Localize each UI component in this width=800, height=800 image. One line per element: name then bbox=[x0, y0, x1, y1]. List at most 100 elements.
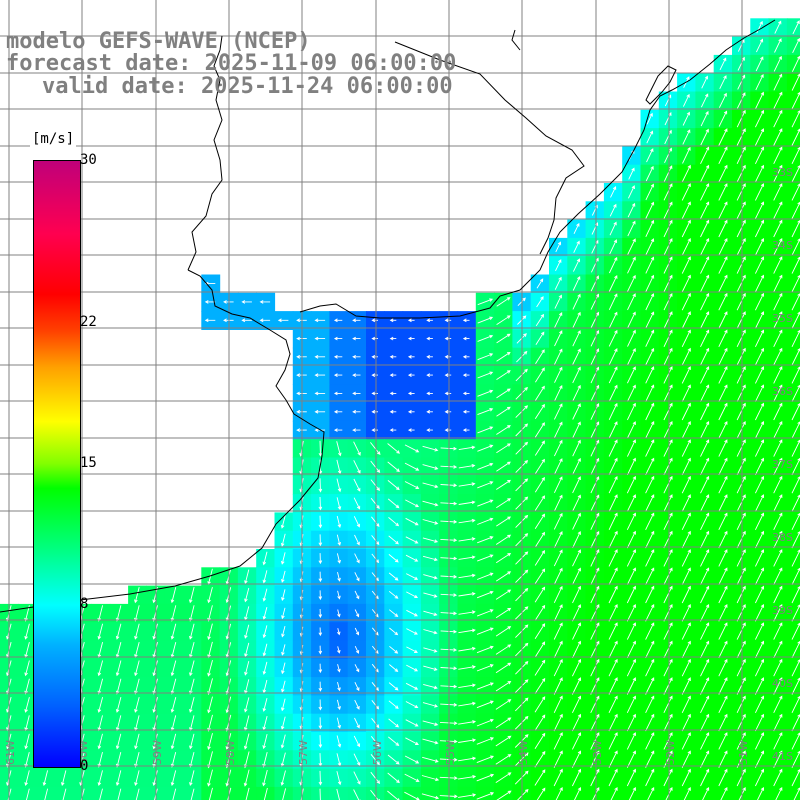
wind-arrow bbox=[572, 585, 581, 604]
wind-arrow bbox=[681, 530, 691, 549]
wind-arrow bbox=[370, 789, 380, 800]
wind-arrow bbox=[553, 531, 563, 548]
wind-arrow bbox=[458, 518, 476, 524]
wind-arrow bbox=[477, 298, 494, 306]
wind-arrow bbox=[389, 627, 399, 636]
wind-arrow bbox=[791, 220, 800, 238]
wind-arrow bbox=[353, 771, 361, 785]
wind-arrow bbox=[25, 788, 30, 800]
wind-arrow bbox=[736, 329, 746, 347]
wind-arrow bbox=[718, 640, 728, 659]
wind-arrow bbox=[440, 684, 458, 689]
wind-arrow bbox=[645, 274, 655, 292]
wind-arrow bbox=[189, 770, 195, 787]
wind-arrow bbox=[646, 130, 654, 144]
wind-arrow bbox=[626, 530, 636, 549]
wind-arrow bbox=[754, 494, 765, 512]
wind-arrow bbox=[736, 402, 746, 421]
wind-arrow bbox=[681, 237, 691, 256]
wind-arrow bbox=[388, 736, 400, 747]
wind-arrow bbox=[572, 366, 581, 384]
wind-arrow bbox=[536, 278, 544, 289]
wind-arrow bbox=[773, 695, 783, 713]
wind-arrow bbox=[590, 421, 600, 439]
wind-arrow bbox=[388, 535, 399, 545]
wind-arrow bbox=[553, 494, 563, 512]
wind-arrow bbox=[736, 256, 746, 274]
wind-arrow bbox=[754, 585, 765, 604]
wind-arrow bbox=[736, 347, 746, 366]
wind-arrow bbox=[406, 646, 418, 653]
wind-arrow bbox=[773, 475, 783, 494]
wind-arrow bbox=[280, 716, 286, 730]
wind-arrow bbox=[681, 475, 691, 494]
wind-arrow bbox=[700, 110, 709, 127]
wind-arrow bbox=[476, 609, 494, 617]
wind-arrow bbox=[718, 329, 728, 347]
colorbar-tick-label: 8 bbox=[80, 596, 89, 613]
wind-speed-cell bbox=[713, 786, 733, 800]
wind-arrow bbox=[663, 256, 673, 274]
wind-arrow bbox=[318, 663, 323, 674]
wind-arrow bbox=[534, 732, 546, 750]
wind-arrow bbox=[336, 553, 341, 564]
wind-arrow bbox=[352, 391, 361, 396]
wind-arrow bbox=[627, 238, 636, 256]
wind-arrow bbox=[700, 732, 710, 750]
wind-arrow bbox=[534, 458, 545, 475]
wind-arrow bbox=[476, 755, 494, 764]
wind-arrow bbox=[536, 296, 544, 308]
wind-arrow bbox=[262, 570, 268, 584]
wind-arrow bbox=[371, 409, 378, 414]
wind-arrow bbox=[423, 629, 438, 635]
wind-arrow bbox=[477, 572, 494, 580]
wind-arrow bbox=[388, 718, 400, 728]
latitude-label: 35S bbox=[772, 312, 793, 325]
wind-arrow bbox=[423, 683, 438, 690]
wind-arrow bbox=[440, 483, 458, 488]
wind-arrow bbox=[352, 318, 361, 323]
wind-arrow bbox=[663, 457, 673, 476]
wind-arrow bbox=[318, 608, 323, 619]
wind-arrow bbox=[571, 750, 582, 768]
wind-arrow bbox=[736, 146, 746, 164]
wind-arrow bbox=[426, 336, 433, 341]
wind-arrow bbox=[645, 329, 655, 347]
wind-arrow bbox=[736, 695, 746, 713]
wind-arrow bbox=[718, 256, 728, 274]
wind-arrow bbox=[681, 439, 691, 457]
wind-arrow bbox=[553, 585, 563, 603]
longitude-label: 58W bbox=[224, 740, 237, 765]
wind-arrow bbox=[572, 275, 581, 291]
wind-arrow bbox=[793, 787, 800, 800]
wind-arrow bbox=[387, 498, 400, 509]
wind-arrow bbox=[440, 538, 458, 543]
wind-arrow bbox=[626, 475, 636, 494]
wind-arrow bbox=[663, 238, 673, 256]
wind-arrow bbox=[423, 647, 438, 653]
wind-arrow bbox=[645, 549, 655, 567]
wind-arrow bbox=[590, 366, 600, 384]
wind-arrow bbox=[458, 537, 476, 542]
wind-arrow bbox=[208, 787, 213, 800]
wind-arrow bbox=[719, 57, 727, 71]
wind-arrow bbox=[774, 38, 782, 53]
wind-arrow bbox=[608, 750, 618, 768]
wind-arrow bbox=[60, 770, 67, 787]
wind-arrow bbox=[318, 627, 323, 637]
wind-speed-cell bbox=[786, 768, 800, 788]
wind-arrow bbox=[773, 732, 783, 750]
wind-arrow bbox=[405, 517, 419, 526]
wind-arrow bbox=[354, 572, 360, 582]
wind-arrow bbox=[440, 703, 458, 707]
wind-arrow bbox=[608, 603, 618, 622]
wind-arrow bbox=[281, 570, 286, 583]
wind-arrow bbox=[496, 370, 511, 380]
wind-arrow bbox=[337, 681, 341, 692]
wind-arrow bbox=[97, 623, 104, 640]
wind-arrow bbox=[572, 403, 581, 420]
wind-arrow bbox=[207, 733, 213, 751]
wind-arrow bbox=[407, 391, 415, 396]
wind-arrow bbox=[791, 165, 800, 183]
wind-arrow bbox=[738, 786, 746, 800]
